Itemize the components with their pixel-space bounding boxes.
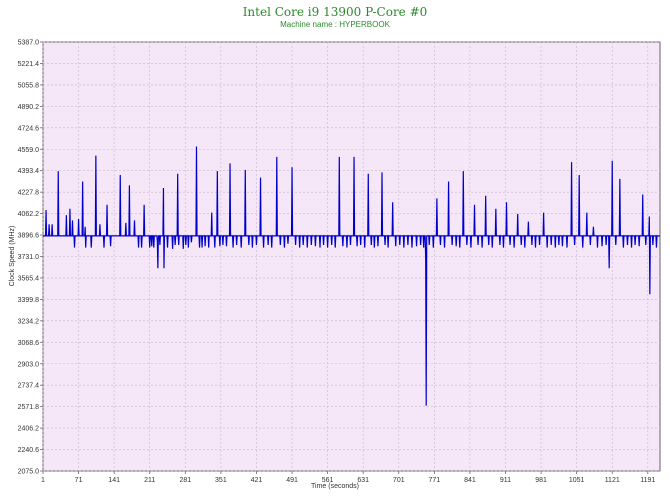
y-tick-label: 2903.0	[18, 361, 40, 368]
x-tick-label: 981	[535, 477, 547, 484]
y-tick-label: 5387.0	[18, 40, 40, 47]
chart-subtitle: Machine name : HYPERBOOK	[280, 20, 390, 29]
y-tick-label: 5221.4	[18, 61, 40, 68]
x-tick-label: 421	[251, 477, 263, 484]
x-tick-label: 71	[75, 477, 83, 484]
y-axis-label: Clock Speed (MHz)	[9, 226, 16, 287]
y-tick-label: 5055.8	[18, 82, 40, 89]
chart-title: Intel Core i9 13900 P-Core #0	[243, 5, 428, 19]
y-axis-ticks: 5387.0 5221.4 5055.8 4890.2 4724.6 4559.0 4393…	[18, 40, 43, 476]
y-tick-label: 3234.2	[18, 318, 40, 325]
x-tick-label: 1	[41, 477, 45, 484]
y-tick-label: 3068.6	[18, 340, 40, 347]
y-tick-label: 3399.8	[18, 297, 40, 304]
y-tick-label: 4393.4	[18, 168, 40, 175]
x-tick-label: 841	[464, 477, 476, 484]
x-tick-label: 1191	[640, 477, 655, 484]
y-tick-label: 4724.6	[18, 125, 40, 132]
x-tick-label: 631	[357, 477, 369, 484]
x-tick-label: 211	[144, 477, 155, 484]
series-line	[43, 146, 660, 406]
y-tick-label: 2406.2	[18, 426, 40, 433]
y-tick-label: 4890.2	[18, 104, 40, 111]
x-tick-label: 561	[322, 477, 334, 484]
y-tick-label: 3896.6	[18, 233, 40, 240]
x-axis-ticks: 1 71 141 211 281 351 421 491 561 631 701 771 841 911 9…	[41, 471, 655, 484]
x-tick-label: 141	[108, 477, 120, 484]
x-tick-label: 701	[393, 477, 405, 484]
y-tick-label: 3731.0	[18, 254, 40, 261]
y-tick-label: 3565.4	[18, 275, 40, 282]
x-tick-label: 491	[286, 477, 298, 484]
grid-lines	[42, 41, 660, 472]
x-tick-label: 1051	[569, 477, 585, 484]
x-axis-label: Time (seconds)	[311, 483, 359, 490]
y-tick-label: 2737.4	[18, 383, 40, 390]
x-tick-label: 351	[215, 477, 227, 484]
x-tick-label: 911	[500, 477, 511, 484]
y-tick-label: 4062.2	[18, 211, 40, 218]
y-tick-label: 2075.0	[18, 469, 40, 476]
x-tick-label: 281	[179, 477, 191, 484]
y-tick-label: 2240.6	[18, 447, 40, 454]
x-tick-label: 771	[428, 477, 440, 484]
y-tick-label: 2571.8	[18, 404, 40, 411]
y-tick-label: 4227.8	[18, 190, 40, 197]
x-tick-label: 1121	[605, 477, 620, 484]
y-tick-label: 4559.0	[18, 147, 40, 154]
